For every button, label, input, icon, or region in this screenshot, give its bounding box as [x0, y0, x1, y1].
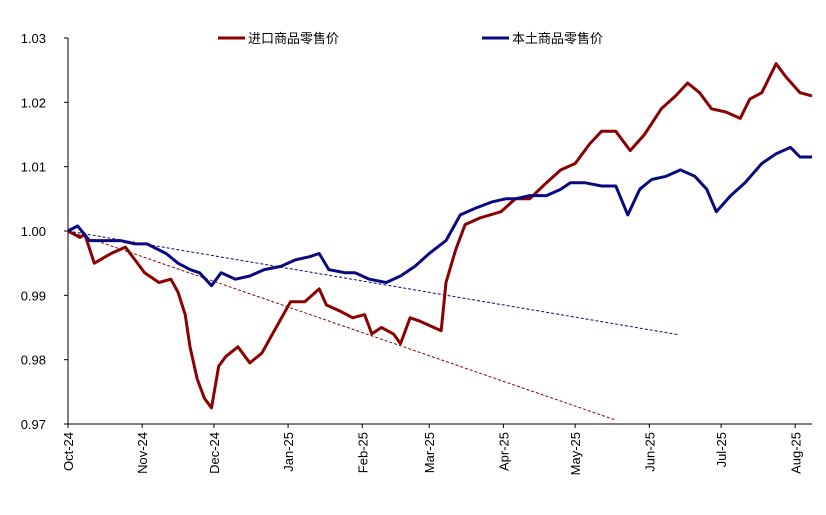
- series-line: [67, 145, 812, 288]
- legend-label: 本土商品零售价: [512, 31, 603, 46]
- x-tick-label: Apr-25: [496, 432, 511, 471]
- y-tick-label: 0.98: [21, 353, 46, 368]
- series-line: [67, 62, 813, 410]
- legend-label: 进口商品零售价: [248, 31, 339, 46]
- y-tick-label: 1.02: [21, 95, 46, 110]
- y-tick-label: 1.00: [21, 224, 46, 239]
- x-tick-label: Jan-25: [281, 432, 296, 472]
- x-tick-label: Jul-25: [714, 432, 729, 467]
- x-tick-label: Feb-25: [355, 432, 370, 473]
- trend-line: [67, 230, 616, 421]
- y-tick-label: 1.03: [21, 31, 46, 46]
- y-tick-label: 1.01: [21, 160, 46, 175]
- x-tick-label: Nov-24: [135, 432, 150, 474]
- trend-line: [67, 230, 679, 336]
- y-tick-label: 0.97: [21, 417, 46, 432]
- x-tick-label: May-25: [568, 432, 583, 475]
- x-tick-label: Aug-25: [788, 432, 803, 474]
- x-tick-label: Mar-25: [422, 432, 437, 473]
- y-tick-label: 0.99: [21, 288, 46, 303]
- x-tick-label: Oct-24: [61, 432, 76, 471]
- x-tick-label: Jun-25: [642, 432, 657, 472]
- x-tick-label: Dec-24: [207, 432, 222, 474]
